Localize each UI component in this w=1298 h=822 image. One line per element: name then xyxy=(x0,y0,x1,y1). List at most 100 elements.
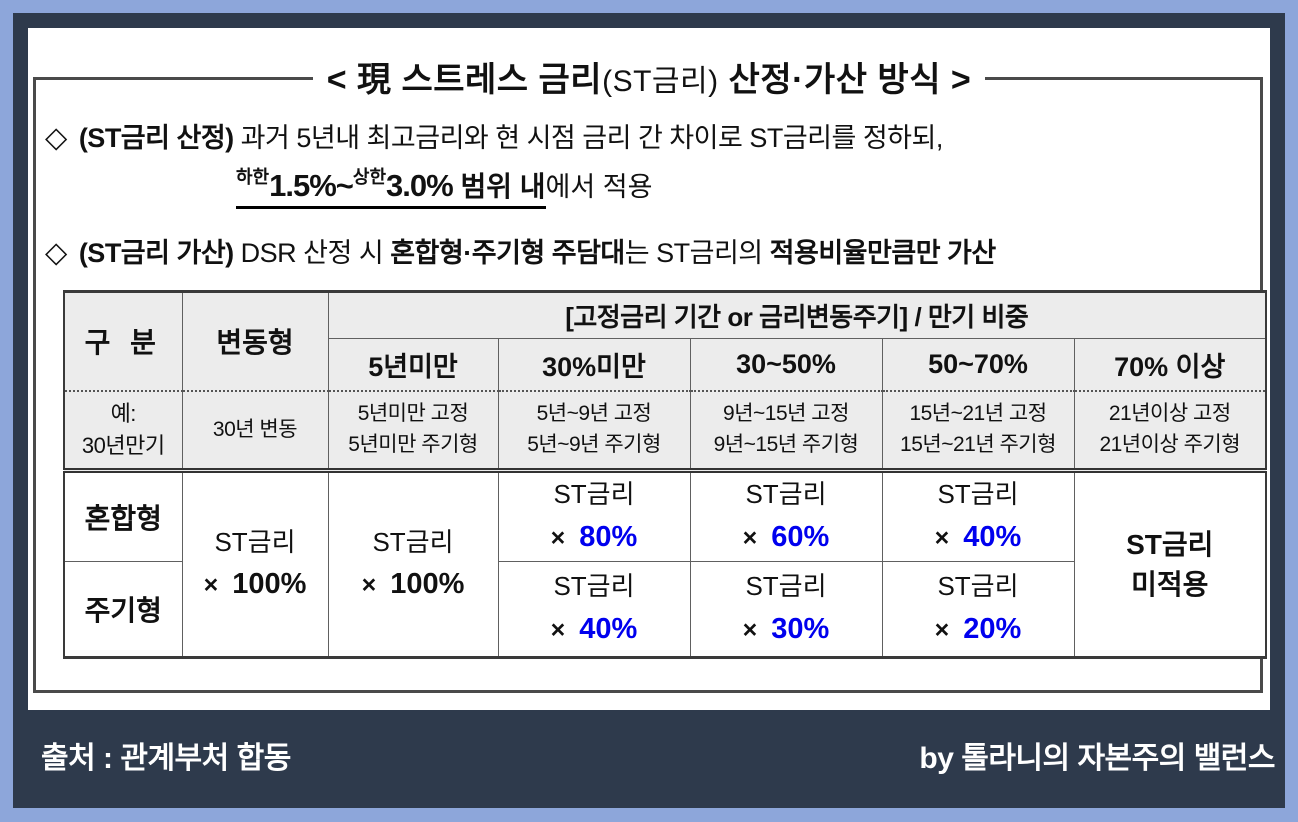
st-rate-label: ST금리 xyxy=(745,479,827,510)
diamond-bullet-icon: ◇ xyxy=(45,122,67,154)
credit-label: by 톨라니의 자본주의 밸런스 xyxy=(919,742,1275,775)
cell-under5y-100: ST금리 × 100% xyxy=(327,470,499,658)
rate-range-line: 하한1.5%~상한3.0% 범위 내에서 적용 xyxy=(236,163,1260,209)
multiply-sign: × xyxy=(742,523,758,552)
header-sub-under5y: 5년미만 xyxy=(327,338,499,392)
example-cell: 21년이상 고정 21년이상 주기형 xyxy=(1073,390,1267,473)
na-line1: ST금리 xyxy=(1126,529,1214,561)
row-label-periodic: 주기형 xyxy=(63,561,183,658)
bullet-st-rate-calculation: ◇ (ST금리 산정) 과거 5년내 최고금리와 현 시점 금리 간 차이로 ST… xyxy=(45,116,1254,155)
title-open: < 現 스트레스 금리 xyxy=(326,61,603,99)
pct-value-blue: 40% xyxy=(963,520,1022,553)
example-cell-line1: 5년미만 고정 xyxy=(357,402,469,426)
range-tail-text: 에서 적용 xyxy=(545,172,653,202)
example-variable-cell: 30년 변동 xyxy=(181,390,329,473)
title-paren: (ST금리) xyxy=(602,65,719,98)
table-row-periodic: 주기형 ST금리 × 40% ST금리 × 30% ST금리 × 20% xyxy=(63,561,1266,658)
example-cell: 5년미만 고정 5년미만 주기형 xyxy=(327,390,499,473)
multiply-sign: × xyxy=(934,523,950,552)
pct-value-blue: 40% xyxy=(579,612,638,645)
st-rate-label: ST금리 xyxy=(553,479,635,510)
multiply-sign: × xyxy=(361,571,377,600)
footer: 출처 : 관계부처 합동 by 톨라니의 자본주의 밸런스 xyxy=(28,710,1279,806)
diamond-bullet-icon: ◇ xyxy=(45,237,67,269)
pct-value-blue: 60% xyxy=(771,520,830,553)
header-sub-50to70: 50~70% xyxy=(881,338,1075,392)
st-rate-label: ST금리 xyxy=(745,571,827,602)
multiply-sign: × xyxy=(550,523,566,552)
cell-variable-100: ST금리 × 100% xyxy=(181,470,329,658)
bordered-content-box: ◇ (ST금리 산정) 과거 5년내 최고금리와 현 시점 금리 간 차이로 ST… xyxy=(33,77,1267,693)
table-header-row-1: 구 분 변동형 [고정금리 기간 or 금리변동주기] / 만기 비중 xyxy=(63,291,1267,392)
content-panel: < 現 스트레스 금리(ST금리) 산정·가산 방식 > ◇ (ST금리 산정) … xyxy=(28,28,1270,710)
example-category-cell: 예: 30년만기 xyxy=(63,390,183,473)
example-cell-line2: 5년미만 주기형 xyxy=(348,432,478,456)
na-line2: 미적용 xyxy=(1131,568,1209,600)
table-example-row: 예: 30년만기 30년 변동 5년미만 고정 5년미만 주기형 5년~9년 고… xyxy=(63,390,1267,473)
multiply-sign: × xyxy=(203,571,219,600)
example-cell-line1: 9년~15년 고정 xyxy=(723,402,849,426)
st-rate-label: ST금리 xyxy=(937,571,1019,602)
example-cell-line2: 5년~9년 주기형 xyxy=(527,432,661,456)
header-category: 구 분 xyxy=(63,291,183,392)
st-rate-label: ST금리 xyxy=(937,479,1019,510)
cap-superscript: 상한 xyxy=(352,167,387,187)
pct-value-black: 100% xyxy=(390,568,465,601)
range-tilde: ~ xyxy=(335,168,354,203)
floor-superscript: 하한 xyxy=(236,167,270,187)
header-sub-over70: 70% 이상 xyxy=(1073,338,1267,392)
cell-not-applied: ST금리 미적용 xyxy=(1073,470,1267,658)
pct-value-blue: 30% xyxy=(771,612,830,645)
title-close: 산정·가산 방식 > xyxy=(718,61,972,99)
example-category-line1: 예: xyxy=(110,400,137,426)
example-cell-line2: 15년~21년 주기형 xyxy=(900,432,1056,456)
st-rate-label: ST금리 xyxy=(553,571,635,602)
cap-value: 3.0% xyxy=(386,168,454,203)
bullet-calc-label: (ST금리 산정) xyxy=(78,123,234,153)
table-row-mixed: 혼합형 ST금리 × 100% ST금리 × 100% ST금리 × 80% ST금 xyxy=(63,470,1267,658)
multiply-sign: × xyxy=(742,615,758,644)
example-cell-line2: 21년이상 주기형 xyxy=(1099,432,1241,456)
example-cell-line2: 9년~15년 주기형 xyxy=(713,432,859,456)
bullet-add-label: (ST금리 가산) xyxy=(78,238,234,268)
example-cell-line1: 5년~9년 고정 xyxy=(536,402,652,426)
pct-value-black: 100% xyxy=(232,568,307,601)
cell-mixed-60: ST금리 × 60% xyxy=(689,470,883,562)
multiply-sign: × xyxy=(550,615,566,644)
bullet-add-bold1: 혼합형·주기형 주담대 xyxy=(390,238,625,268)
cell-periodic-40: ST금리 × 40% xyxy=(497,561,691,658)
example-cell-line1: 21년이상 고정 xyxy=(1108,402,1231,426)
bullet-calc-text: 과거 5년내 최고금리와 현 시점 금리 간 차이로 ST금리를 정하되, xyxy=(233,123,944,153)
page-title: < 現 스트레스 금리(ST금리) 산정·가산 방식 > xyxy=(28,52,1270,101)
outer-navy-frame: < 現 스트레스 금리(ST금리) 산정·가산 방식 > ◇ (ST금리 산정) … xyxy=(13,13,1285,808)
example-cell: 5년~9년 고정 5년~9년 주기형 xyxy=(497,390,691,473)
example-cell: 9년~15년 고정 9년~15년 주기형 xyxy=(689,390,883,473)
floor-value: 1.5% xyxy=(269,168,337,203)
st-rate-table: 구 분 변동형 [고정금리 기간 or 금리변동주기] / 만기 비중 5년미만… xyxy=(63,290,1267,659)
pct-value-blue: 80% xyxy=(579,520,638,553)
header-variable: 변동형 xyxy=(181,291,329,392)
multiply-sign: × xyxy=(934,615,950,644)
cell-mixed-40: ST금리 × 40% xyxy=(881,470,1075,562)
source-label: 출처 : 관계부처 합동 xyxy=(41,742,291,775)
range-bold-text: 범위 내 xyxy=(452,171,546,202)
st-rate-label: ST금리 xyxy=(372,526,454,557)
bullet-add-bold2: 적용비율만큼만 가산 xyxy=(769,238,997,268)
bullet-add-text2: 는 ST금리의 xyxy=(624,238,770,268)
cell-periodic-20: ST금리 × 20% xyxy=(881,561,1075,658)
underlined-range: 하한1.5%~상한3.0% 범위 내 xyxy=(236,167,546,209)
row-label-mixed: 혼합형 xyxy=(63,470,183,562)
st-rate-label: ST금리 xyxy=(214,526,296,557)
example-cell-line1: 15년~21년 고정 xyxy=(909,402,1047,426)
header-sub-under30pct: 30%미만 xyxy=(497,338,691,392)
pct-value-blue: 20% xyxy=(963,612,1022,645)
example-category-line2: 30년만기 xyxy=(81,432,165,458)
example-cell: 15년~21년 고정 15년~21년 주기형 xyxy=(881,390,1075,473)
header-sub-30to50: 30~50% xyxy=(689,338,883,392)
table-header-row-2: 5년미만 30%미만 30~50% 50~70% 70% 이상 xyxy=(64,338,1267,392)
cell-periodic-30: ST금리 × 30% xyxy=(689,561,883,658)
bullet-add-text1: DSR 산정 시 xyxy=(233,238,391,268)
header-group-title: [고정금리 기간 or 금리변동주기] / 만기 비중 xyxy=(327,291,1267,339)
cell-mixed-80: ST금리 × 80% xyxy=(497,470,691,562)
bullet-st-rate-addition: ◇ (ST금리 가산) DSR 산정 시 혼합형·주기형 주담대는 ST금리의 적… xyxy=(45,231,1254,270)
